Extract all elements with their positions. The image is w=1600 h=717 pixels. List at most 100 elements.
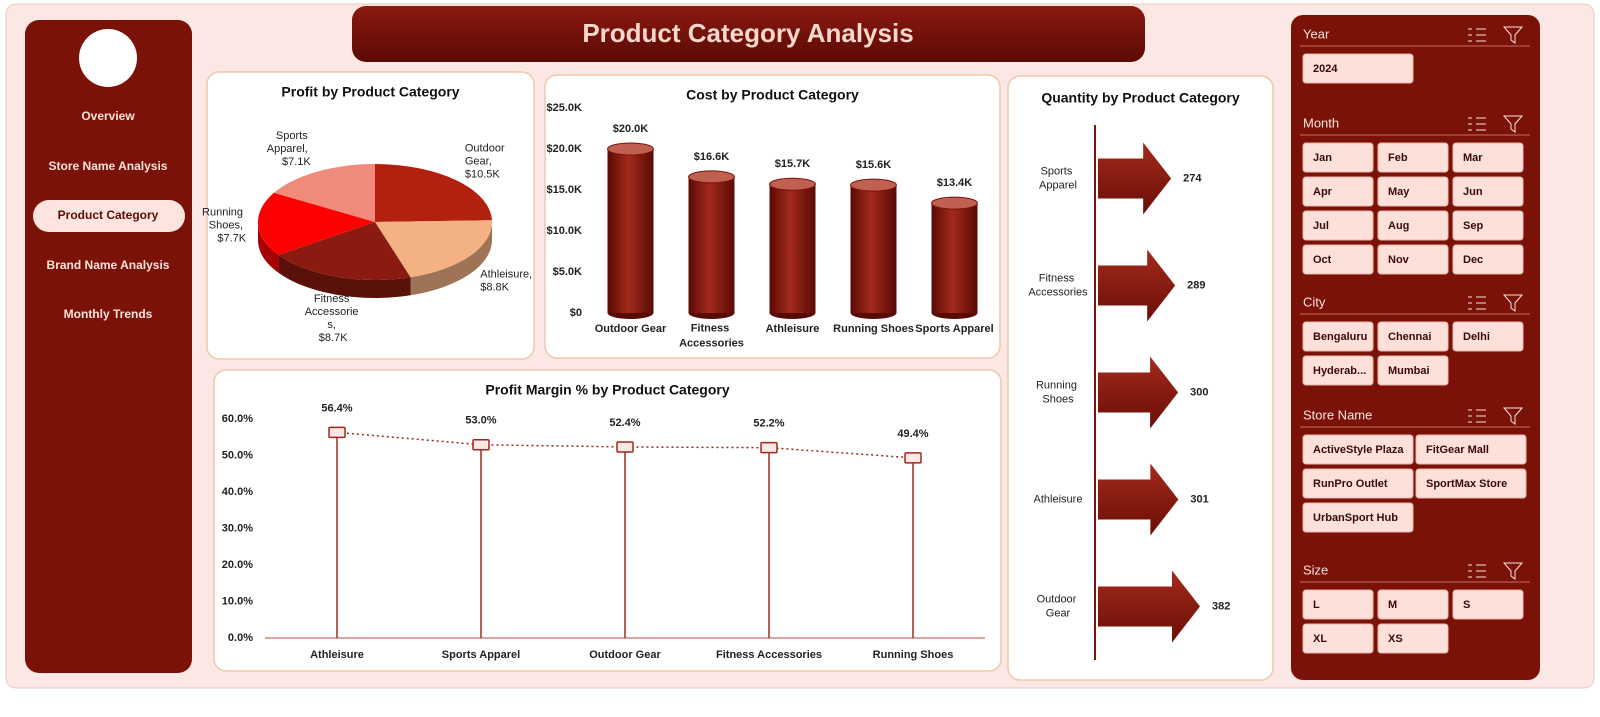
data-label: 300 xyxy=(1190,386,1208,398)
slicer-item-label[interactable]: Apr xyxy=(1313,186,1333,198)
slicer-item-label[interactable]: XL xyxy=(1313,633,1327,645)
arrow-bar xyxy=(1098,570,1200,643)
slicer-item[interactable] xyxy=(1377,142,1449,173)
slicer-item[interactable] xyxy=(1302,623,1374,654)
data-label: $13.4K xyxy=(937,177,973,189)
slicer-item-label[interactable]: M xyxy=(1388,599,1397,611)
chart-card xyxy=(213,369,1002,672)
slicer-item[interactable] xyxy=(1302,589,1374,620)
slicer-item[interactable] xyxy=(1377,176,1449,207)
nav-item[interactable]: Product Category xyxy=(58,208,159,222)
slicer-item[interactable] xyxy=(1452,142,1524,173)
slicer-item-label[interactable]: UrbanSport Hub xyxy=(1313,512,1398,524)
slicer-item-label[interactable]: Feb xyxy=(1388,152,1408,164)
pie-side xyxy=(278,254,411,298)
slicer-item-label[interactable]: Oct xyxy=(1313,254,1332,266)
slicer-item-label[interactable]: Hyderab... xyxy=(1313,365,1366,377)
slicer-item-label[interactable]: 2024 xyxy=(1313,63,1338,75)
slicer-item-label[interactable]: Delhi xyxy=(1463,331,1490,343)
slicer-item[interactable] xyxy=(1302,176,1374,207)
slicer-item[interactable] xyxy=(1302,244,1374,275)
slicer-item[interactable] xyxy=(1302,502,1414,533)
slicer-item-label[interactable]: Chennai xyxy=(1388,331,1431,343)
y-tick-label: $25.0K xyxy=(547,102,583,114)
slicer-item[interactable] xyxy=(1452,589,1524,620)
clear-filter-icon[interactable] xyxy=(1502,115,1524,133)
multi-select-icon[interactable] xyxy=(1468,564,1486,578)
arrow-bar xyxy=(1098,142,1172,215)
nav-item[interactable]: Brand Name Analysis xyxy=(47,258,170,272)
slicer-item-label[interactable]: SportMax Store xyxy=(1426,478,1507,490)
y-tick-label: Fitness Accessories xyxy=(1028,272,1088,298)
slicer-item[interactable] xyxy=(1302,210,1374,241)
slicer-item-label[interactable]: Jun xyxy=(1463,186,1483,198)
bar-cap xyxy=(931,196,978,210)
y-tick-label: 40.0% xyxy=(222,486,253,498)
bar-cap xyxy=(769,177,816,191)
multi-select-icon[interactable] xyxy=(1468,296,1486,310)
nav-item[interactable]: Overview xyxy=(81,109,135,123)
slicer-item[interactable] xyxy=(1452,321,1524,352)
slicer-item-label[interactable]: Jul xyxy=(1313,220,1329,232)
data-label: 52.4% xyxy=(609,417,640,429)
slicer-item[interactable] xyxy=(1302,355,1374,386)
slicer-item[interactable] xyxy=(1452,210,1524,241)
data-label: $16.6K xyxy=(694,151,730,163)
multi-select-icon[interactable] xyxy=(1468,117,1486,131)
slicer-item[interactable] xyxy=(1415,434,1527,465)
slicer-item[interactable] xyxy=(1377,210,1449,241)
slicer-item[interactable] xyxy=(1377,355,1449,386)
slicer-item[interactable] xyxy=(1452,176,1524,207)
slicer-item-label[interactable]: L xyxy=(1313,599,1320,611)
nav-item[interactable]: Monthly Trends xyxy=(64,307,153,321)
slicer-item[interactable] xyxy=(1415,468,1527,499)
point-marker xyxy=(328,426,346,439)
slicer-item[interactable] xyxy=(1452,244,1524,275)
slicer-item-label[interactable]: Dec xyxy=(1463,254,1483,266)
point-marker xyxy=(616,441,634,453)
data-label: Running Shoes, $7.7K xyxy=(202,207,247,245)
y-tick-label: 30.0% xyxy=(222,523,253,535)
slicer-item[interactable] xyxy=(1377,321,1449,352)
slicer-item[interactable] xyxy=(1377,244,1449,275)
data-label: $15.6K xyxy=(856,159,892,171)
slicer-item[interactable] xyxy=(1377,623,1449,654)
slicer-item[interactable] xyxy=(1302,434,1414,465)
slicer-item[interactable] xyxy=(1302,321,1374,352)
x-tick-label: Outdoor Gear xyxy=(589,649,661,661)
slicer-item-label[interactable]: XS xyxy=(1388,633,1403,645)
slicer-item-label[interactable]: Nov xyxy=(1388,254,1410,266)
slicer-item-label[interactable]: Sep xyxy=(1463,220,1483,232)
data-label: $15.7K xyxy=(775,158,811,170)
slicer-item-label[interactable]: Mumbai xyxy=(1388,365,1430,377)
nav-selected[interactable] xyxy=(33,200,185,232)
clear-filter-icon[interactable] xyxy=(1502,407,1524,425)
slicer-title: Year xyxy=(1303,26,1330,41)
clear-filter-icon[interactable] xyxy=(1502,26,1524,44)
slicer-item-label[interactable]: RunPro Outlet xyxy=(1313,478,1388,490)
slicer-item-label[interactable]: Bengaluru xyxy=(1313,331,1367,343)
bar xyxy=(850,185,897,313)
slicer-item-label[interactable]: Aug xyxy=(1388,220,1409,232)
clear-filter-icon[interactable] xyxy=(1502,562,1524,580)
y-tick-label: 60.0% xyxy=(222,413,253,425)
slicer-item[interactable] xyxy=(1302,53,1414,84)
multi-select-icon[interactable] xyxy=(1468,409,1486,423)
pie-side xyxy=(410,222,492,296)
y-tick-label: $20.0K xyxy=(547,143,583,155)
slicer-item[interactable] xyxy=(1302,142,1374,173)
slicer-item-label[interactable]: May xyxy=(1388,186,1410,198)
multi-select-icon[interactable] xyxy=(1468,28,1486,42)
slicer-item-label[interactable]: ActiveStyle Plaza xyxy=(1313,444,1404,456)
slicer-item[interactable] xyxy=(1377,589,1449,620)
slicer-item-label[interactable]: FitGear Mall xyxy=(1426,444,1489,456)
nav-item[interactable]: Store Name Analysis xyxy=(49,159,168,173)
x-tick-label: Fitness Accessories xyxy=(716,649,822,661)
clear-filter-icon[interactable] xyxy=(1502,294,1524,312)
slicer-item[interactable] xyxy=(1302,468,1414,499)
slicer-item-label[interactable]: S xyxy=(1463,599,1470,611)
slicer-item-label[interactable]: Jan xyxy=(1313,152,1332,164)
slicer-item-label[interactable]: Mar xyxy=(1463,152,1483,164)
x-tick-label: Sports Apparel xyxy=(915,323,993,335)
